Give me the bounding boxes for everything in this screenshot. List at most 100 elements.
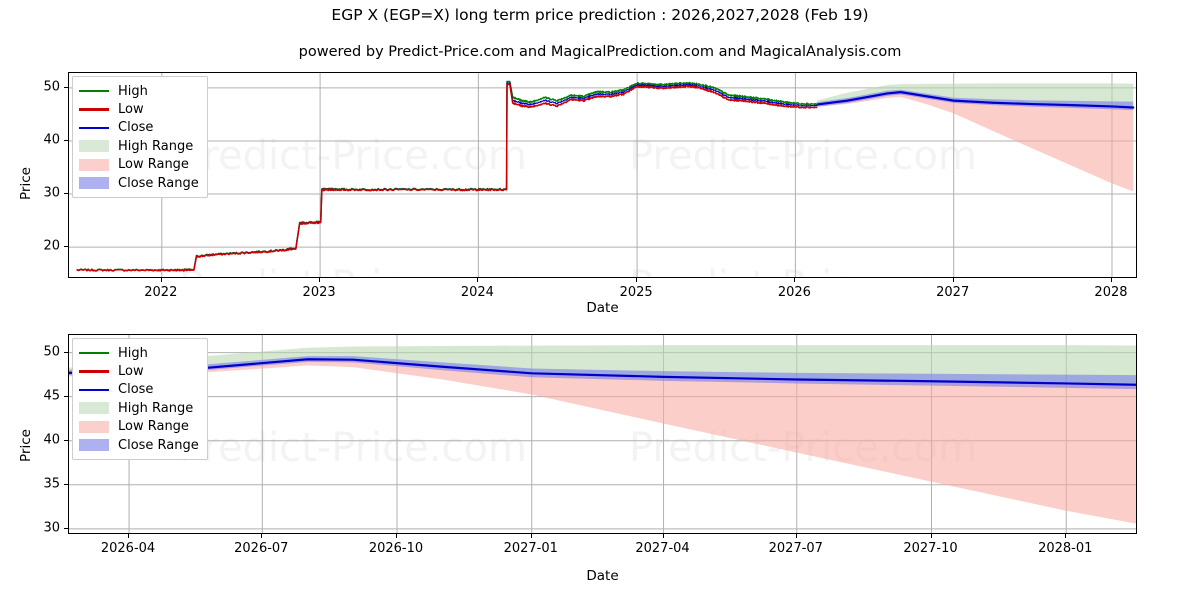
legend-item-close: Close <box>79 119 199 137</box>
y-tick-label: 40 <box>43 432 60 448</box>
legend-swatch-low-range <box>79 158 109 171</box>
y-tick-label: 40 <box>43 132 60 148</box>
legend-swatch-low <box>79 103 109 116</box>
x-tick <box>636 278 638 282</box>
legend-swatch-close-range <box>79 177 109 190</box>
x-tick-label: 2022 <box>144 285 178 300</box>
y-tick-label: 50 <box>43 344 60 360</box>
legend-label: Low <box>118 102 144 118</box>
legend-swatch-close <box>79 383 109 396</box>
legend-item-low: Low <box>79 362 199 380</box>
legend-swatch-high-range <box>79 140 109 153</box>
x-tick-label: 2027-01 <box>503 541 558 556</box>
x-tick <box>128 534 130 538</box>
y-tick <box>64 527 68 529</box>
detail-chart-svg <box>69 335 1136 533</box>
x-tick <box>930 534 932 538</box>
y-tick <box>64 439 68 441</box>
overview-yaxis-label: Price <box>18 167 34 200</box>
low-range-band <box>816 92 1134 192</box>
detail-xaxis-label: Date <box>586 568 619 584</box>
x-tick-label: 2027 <box>936 285 970 300</box>
legend-item-low-range: Low Range <box>79 418 199 436</box>
low-range-band <box>69 359 1136 524</box>
y-tick <box>64 395 68 397</box>
y-tick <box>64 139 68 141</box>
y-tick-label: 30 <box>43 185 60 201</box>
legend-label: High <box>118 345 148 361</box>
legend-label: Low Range <box>118 419 189 435</box>
legend-item-close: Close <box>79 381 199 399</box>
x-tick-label: 2025 <box>619 285 653 300</box>
legend-label: Close <box>118 382 154 398</box>
y-tick-label: 20 <box>43 238 60 254</box>
x-tick <box>477 278 479 282</box>
y-tick <box>64 193 68 195</box>
legend-item-close-range: Close Range <box>79 174 199 192</box>
x-tick-label: 2024 <box>460 285 494 300</box>
y-tick-label: 35 <box>43 476 60 492</box>
y-tick <box>64 86 68 88</box>
x-tick <box>662 534 664 538</box>
x-tick-label: 2023 <box>302 285 336 300</box>
x-tick <box>396 534 398 538</box>
y-tick-label: 50 <box>43 79 60 95</box>
legend-item-close-range: Close Range <box>79 436 199 454</box>
legend-label: Close <box>118 120 154 136</box>
detail-chart-plot-area: Predict-Price.com Predict-Price.com <box>68 334 1137 534</box>
detail-yaxis-label: Price <box>18 429 34 462</box>
x-tick-label: 2027-04 <box>635 541 690 556</box>
page-subtitle: powered by Predict-Price.com and Magical… <box>298 44 902 60</box>
x-tick <box>319 278 321 282</box>
y-tick-label: 30 <box>43 520 60 536</box>
legend-item-low-range: Low Range <box>79 156 199 174</box>
legend-item-high: High <box>79 344 199 362</box>
legend-swatch-high <box>79 347 109 360</box>
page-title: EGP X (EGP=X) long term price prediction… <box>331 6 869 24</box>
x-tick-label: 2026 <box>777 285 811 300</box>
legend-label: High Range <box>118 400 194 416</box>
close-forecast-line <box>69 358 1136 386</box>
legend-label: High Range <box>118 138 194 154</box>
overview-chart-plot-area: Predict-Price.com Predict-Price.com Pred… <box>68 72 1137 278</box>
x-tick <box>530 534 532 538</box>
x-tick <box>795 534 797 538</box>
legend-swatch-low-range <box>79 420 109 433</box>
legend-item-low: Low <box>79 100 199 118</box>
low-history-line <box>76 83 818 272</box>
legend-swatch-high <box>79 85 109 98</box>
legend-item-high-range: High Range <box>79 399 199 417</box>
legend-label: Close Range <box>118 175 199 191</box>
x-tick <box>160 278 162 282</box>
legend-item-high-range: High Range <box>79 137 199 155</box>
detail-legend: High Low Close High Range Low Range Close Ran… <box>72 338 208 461</box>
x-tick-label: 2026-10 <box>368 541 424 556</box>
legend-label: Low Range <box>118 157 189 173</box>
x-tick <box>952 278 954 282</box>
x-tick <box>1110 278 1112 282</box>
y-tick <box>64 351 68 353</box>
legend-label: High <box>118 83 148 99</box>
close-forecast-line <box>815 91 1135 109</box>
legend-label: Close Range <box>118 437 199 453</box>
legend-item-high: High <box>79 82 199 100</box>
overview-xaxis-label: Date <box>586 300 619 316</box>
y-tick-label: 45 <box>43 388 60 404</box>
x-tick-label: 2028-01 <box>1038 541 1093 556</box>
y-tick <box>64 246 68 248</box>
legend-swatch-low <box>79 365 109 378</box>
x-tick <box>261 534 263 538</box>
x-tick-label: 2027-07 <box>768 541 823 556</box>
overview-legend: High Low Close High Range Low Range Close Ran… <box>72 76 208 199</box>
legend-swatch-close <box>79 121 109 134</box>
x-tick <box>1065 534 1067 538</box>
legend-swatch-high-range <box>79 402 109 415</box>
legend-swatch-close-range <box>79 439 109 452</box>
x-tick-label: 2027-10 <box>903 541 958 556</box>
y-tick <box>64 483 68 485</box>
overview-chart-svg <box>69 73 1136 277</box>
x-tick-label: 2026-04 <box>100 541 156 556</box>
legend-label: Low <box>118 364 144 380</box>
x-tick <box>794 278 796 282</box>
